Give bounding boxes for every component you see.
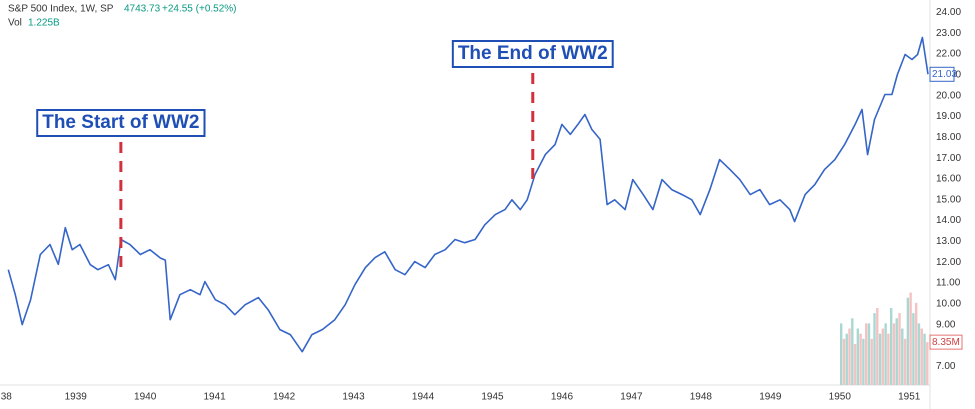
x-tick-label: 1948 bbox=[690, 392, 713, 403]
volume-bar bbox=[903, 338, 907, 385]
x-tick-label: 1949 bbox=[759, 392, 782, 403]
x-tick-label: 1943 bbox=[342, 392, 365, 403]
x-tick-label: 1950 bbox=[829, 392, 852, 403]
volume-bar bbox=[845, 333, 848, 385]
volume-bar bbox=[856, 328, 860, 385]
chart-title: S&P 500 Index, 1W, SP bbox=[8, 4, 114, 15]
y-tick-label: 7.00 bbox=[936, 361, 956, 372]
volume-bar bbox=[920, 328, 923, 385]
price-label-box bbox=[929, 66, 955, 82]
volume-label: 8.35M bbox=[932, 337, 960, 348]
price-line bbox=[7, 36, 929, 353]
volume-bar bbox=[926, 342, 929, 385]
y-tick-label: 14.00 bbox=[936, 215, 961, 226]
price: 4743.73 bbox=[124, 4, 161, 15]
volume-bar bbox=[895, 318, 898, 385]
y-tick-label: 18.00 bbox=[936, 132, 961, 143]
x-tick-label: 1939 bbox=[65, 392, 88, 403]
volume-bar bbox=[848, 328, 851, 385]
y-tick-label: 9.00 bbox=[936, 319, 956, 330]
volume-bar bbox=[851, 318, 854, 385]
volume-bar bbox=[876, 308, 879, 385]
volume-bar bbox=[870, 338, 873, 385]
y-tick-label: 11.00 bbox=[936, 278, 961, 289]
volume-bar bbox=[887, 333, 890, 385]
y-tick-label: 17.00 bbox=[936, 153, 961, 164]
volume-bar bbox=[842, 338, 846, 385]
y-tick-label: 12.00 bbox=[936, 257, 961, 268]
volume-bar bbox=[862, 338, 865, 385]
y-tick-label: 10.00 bbox=[936, 298, 961, 309]
change: +24.55 (+0.52%) bbox=[162, 4, 237, 15]
x-tick-label: 1941 bbox=[204, 392, 227, 403]
y-tick-label: 23.00 bbox=[936, 28, 961, 39]
volume-bar bbox=[914, 302, 918, 385]
annotation-text: The Start of WW2 bbox=[42, 112, 199, 133]
y-tick-label: 13.00 bbox=[936, 236, 961, 247]
volume-bar bbox=[898, 313, 901, 385]
volume-bar bbox=[864, 323, 868, 385]
volume-bar bbox=[884, 323, 887, 385]
volume-bar bbox=[923, 333, 926, 385]
volume-bar bbox=[873, 313, 876, 385]
volume-bar bbox=[867, 323, 871, 385]
volume-bar bbox=[859, 333, 862, 385]
x-tick-label: 1944 bbox=[412, 392, 435, 403]
volume-bar bbox=[917, 323, 921, 385]
volume-bar bbox=[909, 292, 912, 385]
volume-label-box bbox=[929, 334, 963, 350]
volume-bar bbox=[901, 328, 904, 385]
x-tick-label: 38 bbox=[1, 392, 13, 403]
volume-bar bbox=[889, 308, 893, 385]
volume-bar bbox=[912, 313, 915, 385]
volume-bar bbox=[839, 323, 843, 385]
x-tick-label: 1947 bbox=[620, 392, 643, 403]
x-tick-label: 1945 bbox=[481, 392, 504, 403]
y-tick-label: 19.00 bbox=[936, 111, 961, 122]
annotation-box bbox=[451, 40, 614, 68]
x-tick-label: 1951 bbox=[898, 392, 921, 403]
volume-title: Vol bbox=[8, 18, 22, 29]
x-tick-label: 1940 bbox=[134, 392, 157, 403]
y-tick-label: 15.00 bbox=[936, 194, 961, 205]
x-tick-label: 1946 bbox=[551, 392, 574, 403]
volume-bar bbox=[878, 333, 882, 385]
y-tick-label: 16.00 bbox=[936, 174, 961, 185]
annotation-box bbox=[36, 109, 206, 137]
volume-bar bbox=[892, 323, 896, 385]
y-tick-label: 20.00 bbox=[936, 90, 961, 101]
annotation-text: The End of WW2 bbox=[458, 43, 608, 64]
volume-value: 1.225B bbox=[28, 18, 60, 29]
y-tick-label: 24.00 bbox=[936, 7, 961, 18]
y-tick-label: 22.00 bbox=[936, 49, 961, 60]
volume-bar bbox=[906, 297, 910, 385]
volume-bar bbox=[853, 343, 857, 385]
price-label: 21.03 bbox=[932, 69, 957, 80]
volume-bar bbox=[881, 328, 885, 385]
x-tick-label: 1942 bbox=[273, 392, 296, 403]
